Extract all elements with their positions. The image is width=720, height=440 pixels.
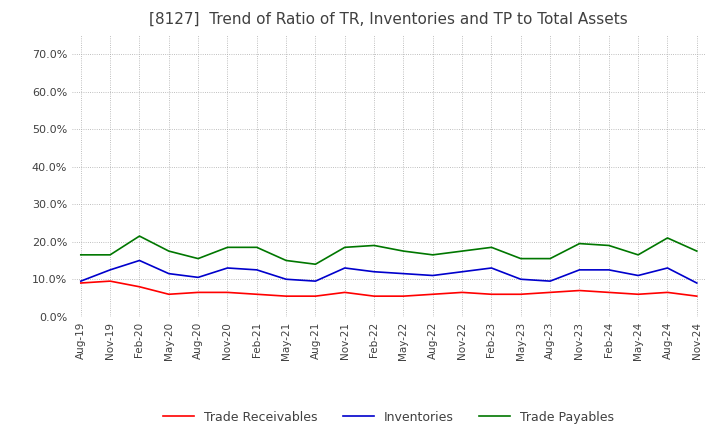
Trade Receivables — [458, 290, 467, 295]
Trade Receivables — [370, 293, 379, 299]
Inventories — [634, 273, 642, 278]
Inventories — [458, 269, 467, 275]
Trade Payables — [311, 262, 320, 267]
Trade Receivables — [223, 290, 232, 295]
Trade Receivables — [106, 279, 114, 284]
Inventories — [605, 267, 613, 272]
Trade Receivables — [311, 293, 320, 299]
Inventories — [223, 265, 232, 271]
Trade Payables — [605, 243, 613, 248]
Inventories — [428, 273, 437, 278]
Inventories — [399, 271, 408, 276]
Line: Inventories: Inventories — [81, 260, 697, 283]
Line: Trade Receivables: Trade Receivables — [81, 281, 697, 296]
Trade Payables — [106, 252, 114, 257]
Trade Receivables — [663, 290, 672, 295]
Inventories — [546, 279, 554, 284]
Trade Payables — [428, 252, 437, 257]
Trade Payables — [487, 245, 496, 250]
Trade Payables — [223, 245, 232, 250]
Inventories — [487, 265, 496, 271]
Trade Payables — [164, 249, 173, 254]
Trade Payables — [370, 243, 379, 248]
Trade Receivables — [135, 284, 144, 290]
Trade Receivables — [76, 280, 85, 286]
Trade Receivables — [634, 292, 642, 297]
Trade Payables — [546, 256, 554, 261]
Trade Payables — [399, 249, 408, 254]
Trade Receivables — [399, 293, 408, 299]
Trade Payables — [516, 256, 525, 261]
Inventories — [76, 279, 85, 284]
Inventories — [311, 279, 320, 284]
Inventories — [516, 277, 525, 282]
Trade Payables — [194, 256, 202, 261]
Inventories — [370, 269, 379, 275]
Line: Trade Payables: Trade Payables — [81, 236, 697, 264]
Legend: Trade Receivables, Inventories, Trade Payables: Trade Receivables, Inventories, Trade Pa… — [158, 406, 619, 429]
Trade Payables — [135, 234, 144, 239]
Inventories — [194, 275, 202, 280]
Trade Payables — [253, 245, 261, 250]
Trade Receivables — [253, 292, 261, 297]
Trade Payables — [341, 245, 349, 250]
Inventories — [663, 265, 672, 271]
Trade Payables — [458, 249, 467, 254]
Trade Receivables — [575, 288, 584, 293]
Trade Receivables — [341, 290, 349, 295]
Trade Receivables — [194, 290, 202, 295]
Trade Payables — [76, 252, 85, 257]
Trade Receivables — [282, 293, 290, 299]
Inventories — [106, 267, 114, 272]
Trade Payables — [663, 235, 672, 241]
Trade Receivables — [164, 292, 173, 297]
Inventories — [135, 258, 144, 263]
Inventories — [575, 267, 584, 272]
Trade Payables — [693, 249, 701, 254]
Inventories — [282, 277, 290, 282]
Trade Payables — [634, 252, 642, 257]
Inventories — [693, 280, 701, 286]
Trade Payables — [282, 258, 290, 263]
Trade Receivables — [516, 292, 525, 297]
Inventories — [253, 267, 261, 272]
Inventories — [164, 271, 173, 276]
Trade Receivables — [546, 290, 554, 295]
Trade Receivables — [693, 293, 701, 299]
Trade Receivables — [605, 290, 613, 295]
Trade Payables — [575, 241, 584, 246]
Trade Receivables — [487, 292, 496, 297]
Inventories — [341, 265, 349, 271]
Title: [8127]  Trend of Ratio of TR, Inventories and TP to Total Assets: [8127] Trend of Ratio of TR, Inventories… — [150, 12, 628, 27]
Trade Receivables — [428, 292, 437, 297]
